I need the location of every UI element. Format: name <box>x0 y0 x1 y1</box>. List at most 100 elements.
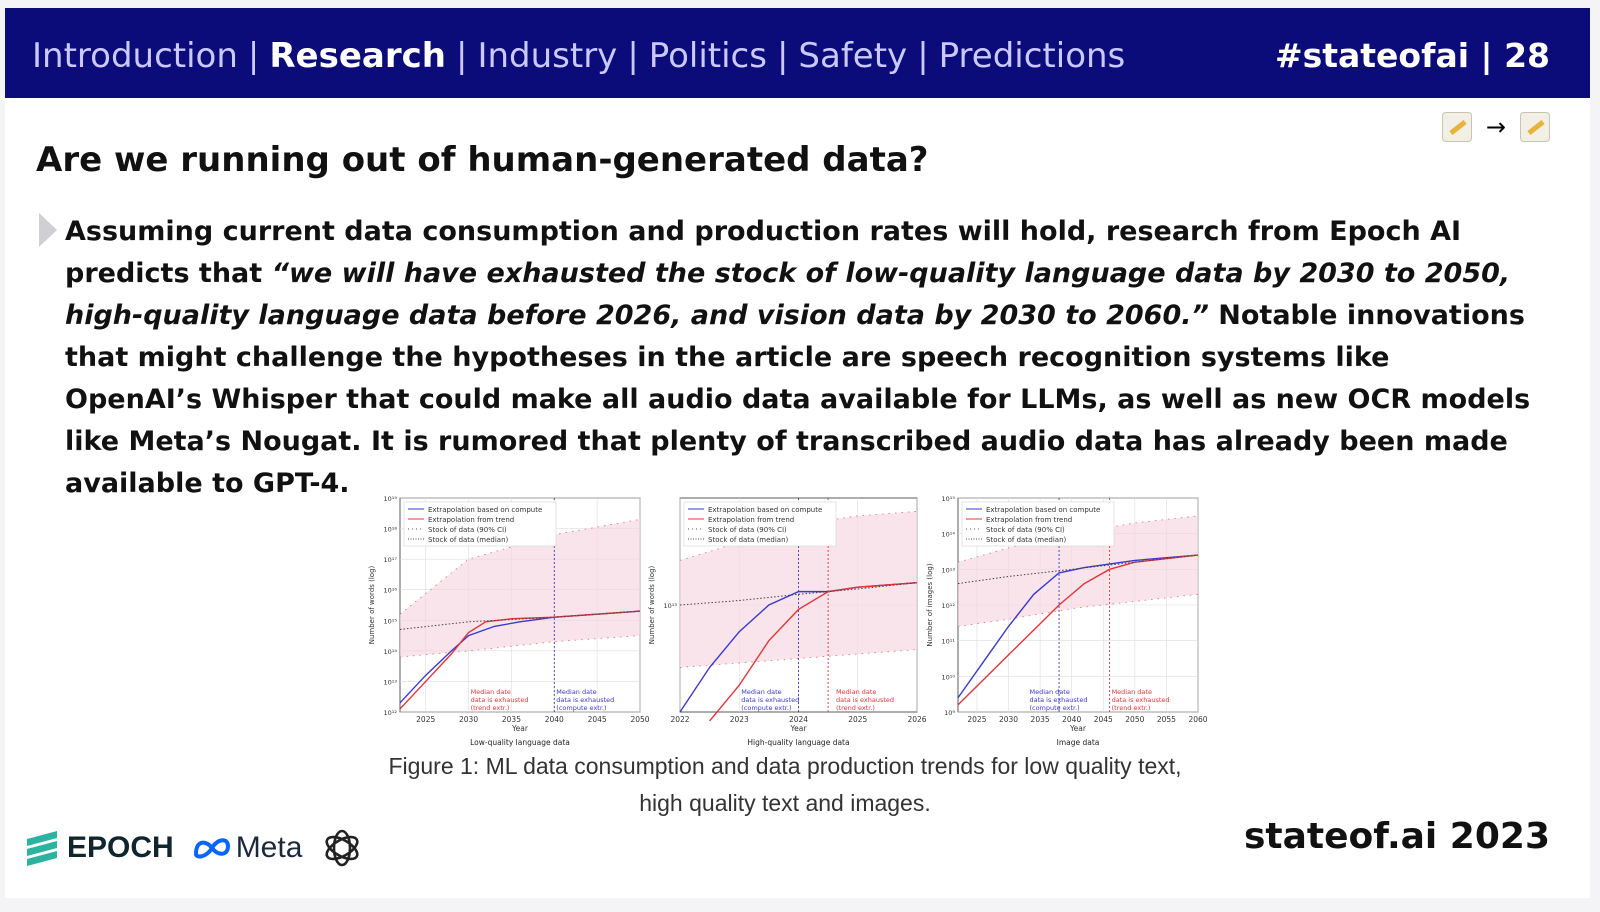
x-tick-label: 2030 <box>999 715 1018 724</box>
figure-caption: Figure 1: ML data consumption and data p… <box>305 748 1265 822</box>
x-tick-label: 2024 <box>789 715 808 724</box>
nav-separator: | <box>247 36 260 76</box>
chart-subtitle: High-quality language data <box>747 738 849 747</box>
legend-label: Stock of data (90% CI) <box>428 526 507 534</box>
legend-label: Stock of data (median) <box>428 536 509 544</box>
legend-box <box>683 501 837 547</box>
arrow-right-icon: → <box>1485 113 1506 141</box>
x-axis-label: Year <box>790 724 808 733</box>
annotation-text: (compute extr.) <box>741 704 791 712</box>
header-bar: Introduction | Research | Industry | Politics |… <box>5 8 1590 98</box>
annotation-text: Median date <box>471 688 511 696</box>
x-tick-label: 2040 <box>1062 715 1081 724</box>
body-quote: “we will have exhausted the stock of low… <box>65 258 1511 331</box>
legend-label: Stock of data (90% CI) <box>986 526 1065 534</box>
x-tick-label: 2022 <box>670 715 689 724</box>
nav-separator: | <box>917 36 929 76</box>
annotation-text: Median date <box>556 688 596 696</box>
annotation-text: data is exhausted <box>1029 696 1087 704</box>
pencil-icon <box>1441 112 1472 142</box>
y-axis-label: Number of images (log) <box>926 563 934 646</box>
legend-label: Extrapolation from trend <box>986 516 1072 524</box>
pencil-icon <box>1520 112 1550 142</box>
legend-label: Extrapolation based on compute <box>428 506 542 514</box>
legend: Extrapolation based on compute Extrapolat… <box>683 501 837 547</box>
x-axis-label: Year <box>511 724 529 733</box>
x-tick-label: 2023 <box>730 715 749 724</box>
legend-label: Extrapolation based on compute <box>986 506 1100 514</box>
annotation-text: (trend extr.) <box>1112 704 1151 712</box>
y-tick-label: 10¹⁵ <box>384 617 398 625</box>
nav-item-industry[interactable]: Industry <box>477 36 618 76</box>
y-tick-label: 10¹⁴ <box>384 648 398 656</box>
y-tick-label: 10¹⁸ <box>384 526 398 534</box>
y-axis-label: Number of words (log) <box>368 565 376 644</box>
legend-box <box>403 501 557 547</box>
caption-line-2: high quality text and images. <box>639 790 931 816</box>
logo-row: EPOCH Meta <box>25 826 364 870</box>
nav-item-introduction[interactable]: Introduction <box>32 36 238 76</box>
annotation-text: data is exhausted <box>471 696 529 704</box>
series-line-1 <box>957 554 1199 699</box>
epoch-logo-text: EPOCH <box>67 831 174 864</box>
ci-lower-line <box>679 649 918 668</box>
openai-logo-icon <box>325 829 359 867</box>
nav-item-politics[interactable]: Politics <box>648 36 767 76</box>
nav-item-predictions[interactable]: Predictions <box>938 36 1126 76</box>
x-tick-label: 2045 <box>588 715 607 724</box>
y-tick-label: 10¹³ <box>942 566 956 574</box>
annotation-text: (compute extr.) <box>1029 704 1079 712</box>
annotation-text: data is exhausted <box>556 696 614 704</box>
annotation-text: Median date <box>741 688 781 696</box>
bullet-triangle-icon <box>39 213 57 247</box>
series-line-2 <box>957 554 1199 706</box>
annotation-text: (compute extr.) <box>556 704 606 712</box>
epoch-logo: EPOCH <box>25 829 174 867</box>
nav-separator: | <box>455 36 468 76</box>
annotation-text: Median date <box>836 688 876 696</box>
legend-box <box>961 501 1115 547</box>
annotation-text: (trend extr.) <box>836 704 875 712</box>
meta-logo-text: Meta <box>235 831 303 864</box>
x-tick-label: 2050 <box>630 715 649 724</box>
y-tick-label: 10⁹ <box>944 709 955 717</box>
annotation-text: Median date <box>1029 688 1069 696</box>
footer-brand: stateof.ai 2023 <box>1243 816 1550 857</box>
x-tick-label: 2040 <box>545 715 564 724</box>
chart-panel-1: 2025 2030 2035 2040 2045 2050 10¹² 10¹³ 10¹⁴ 10¹⁵… <box>368 495 650 747</box>
nav-item-research[interactable]: Research <box>269 36 446 76</box>
slide-tag: #stateofai | 28 <box>1274 36 1550 75</box>
legend: Extrapolation based on compute Extrapolat… <box>403 501 557 547</box>
y-tick-label: 10¹¹ <box>942 638 956 646</box>
x-axis-label: Year <box>1069 724 1087 733</box>
legend-label: Extrapolation based on compute <box>708 506 822 514</box>
annotation-text: Median date <box>1112 688 1152 696</box>
y-tick-label: 10¹³ <box>664 602 678 610</box>
ci-lower-line <box>399 635 641 658</box>
y-tick-label: 10¹³ <box>384 678 398 686</box>
body-paragraph: Assuming current data consumption and pr… <box>65 211 1535 505</box>
x-tick-label: 2025 <box>848 715 867 724</box>
x-tick-label: 2030 <box>459 715 478 724</box>
nav-item-safety[interactable]: Safety <box>798 36 908 76</box>
chart-subtitle: Low-quality language data <box>470 738 570 747</box>
y-tick-label: 10¹² <box>942 602 956 610</box>
figure-charts: 2025 2030 2035 2040 2045 2050 10¹² 10¹³ 10¹⁴ 10¹⁵… <box>368 495 1208 747</box>
annotation-text: (trend extr.) <box>471 704 510 712</box>
x-tick-label: 2055 <box>1157 715 1176 724</box>
slide-title: Are we running out of human-generated da… <box>36 140 929 180</box>
body-rest: Notable innovations that might challenge… <box>65 300 1531 499</box>
legend-label: Stock of data (median) <box>708 536 789 544</box>
x-tick-label: 2035 <box>502 715 521 724</box>
nav-separator: | <box>627 36 639 76</box>
x-tick-label: 2035 <box>1031 715 1050 724</box>
slide: Introduction | Research | Industry | Politics |… <box>5 8 1590 898</box>
annotation-text: data is exhausted <box>836 696 894 704</box>
caption-line-1: Figure 1: ML data consumption and data p… <box>388 753 1182 779</box>
legend-label: Stock of data (90% CI) <box>708 526 787 534</box>
series-line-2 <box>709 582 918 722</box>
chart-panel-3: 2025 2030 2035 2040 2045 2050 2055 2060 10⁹ 10¹⁰ 1… <box>926 495 1208 747</box>
x-tick-label: 2045 <box>1094 715 1113 724</box>
series-line-3 <box>679 582 918 606</box>
ci-band <box>958 515 1198 627</box>
